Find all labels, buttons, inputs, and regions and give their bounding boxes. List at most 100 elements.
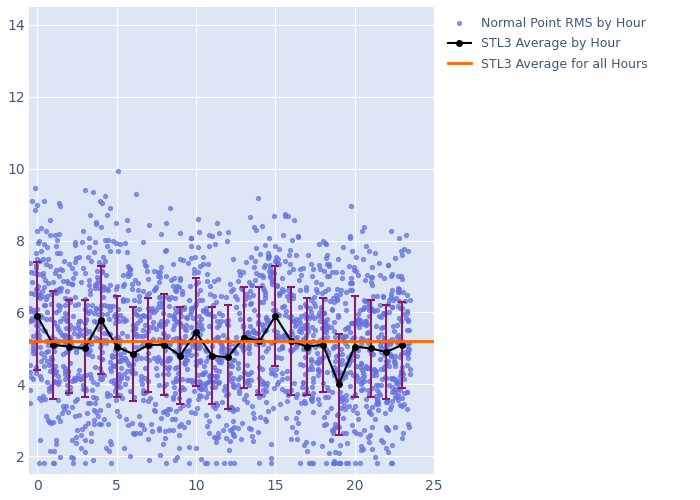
Normal Point RMS by Hour: [401, 342, 412, 350]
Normal Point RMS by Hour: [272, 254, 284, 262]
Normal Point RMS by Hour: [347, 319, 358, 327]
Normal Point RMS by Hour: [358, 377, 369, 385]
Normal Point RMS by Hour: [25, 386, 36, 394]
Normal Point RMS by Hour: [337, 243, 349, 251]
Normal Point RMS by Hour: [38, 301, 50, 309]
Normal Point RMS by Hour: [336, 375, 347, 383]
Normal Point RMS by Hour: [76, 278, 87, 286]
Normal Point RMS by Hour: [338, 332, 349, 340]
Normal Point RMS by Hour: [112, 340, 123, 348]
Normal Point RMS by Hour: [271, 280, 282, 288]
Normal Point RMS by Hour: [30, 366, 41, 374]
Normal Point RMS by Hour: [245, 425, 256, 433]
Normal Point RMS by Hour: [52, 372, 63, 380]
Normal Point RMS by Hour: [371, 306, 382, 314]
Normal Point RMS by Hour: [344, 286, 356, 294]
Normal Point RMS by Hour: [308, 292, 319, 300]
Normal Point RMS by Hour: [171, 318, 182, 326]
Normal Point RMS by Hour: [348, 427, 359, 435]
Normal Point RMS by Hour: [328, 366, 339, 374]
Normal Point RMS by Hour: [258, 284, 269, 292]
Normal Point RMS by Hour: [260, 327, 271, 335]
Normal Point RMS by Hour: [102, 310, 113, 318]
Normal Point RMS by Hour: [298, 440, 309, 448]
Normal Point RMS by Hour: [374, 259, 385, 267]
Normal Point RMS by Hour: [209, 382, 220, 390]
Normal Point RMS by Hour: [298, 397, 309, 405]
Normal Point RMS by Hour: [134, 316, 146, 324]
Normal Point RMS by Hour: [141, 388, 152, 396]
Normal Point RMS by Hour: [334, 290, 345, 298]
Normal Point RMS by Hour: [385, 404, 396, 412]
Normal Point RMS by Hour: [93, 412, 104, 420]
Normal Point RMS by Hour: [340, 406, 351, 413]
Normal Point RMS by Hour: [104, 330, 116, 338]
STL3 Average by Hour: [128, 351, 136, 357]
Normal Point RMS by Hour: [61, 388, 72, 396]
Normal Point RMS by Hour: [258, 386, 269, 394]
Normal Point RMS by Hour: [142, 349, 153, 357]
Normal Point RMS by Hour: [349, 390, 360, 398]
Normal Point RMS by Hour: [31, 255, 42, 263]
Normal Point RMS by Hour: [236, 342, 247, 350]
Normal Point RMS by Hour: [256, 364, 267, 372]
Normal Point RMS by Hour: [202, 352, 214, 360]
Normal Point RMS by Hour: [104, 436, 116, 444]
Normal Point RMS by Hour: [342, 323, 354, 331]
Normal Point RMS by Hour: [113, 375, 124, 383]
Normal Point RMS by Hour: [279, 210, 290, 218]
Normal Point RMS by Hour: [255, 250, 266, 258]
Normal Point RMS by Hour: [235, 272, 246, 280]
Normal Point RMS by Hour: [90, 238, 101, 246]
Normal Point RMS by Hour: [302, 312, 313, 320]
Normal Point RMS by Hour: [251, 340, 262, 348]
Normal Point RMS by Hour: [69, 301, 80, 309]
Normal Point RMS by Hour: [79, 460, 90, 468]
Normal Point RMS by Hour: [276, 286, 287, 294]
Normal Point RMS by Hour: [76, 430, 87, 438]
Normal Point RMS by Hour: [351, 409, 363, 417]
Normal Point RMS by Hour: [37, 269, 48, 277]
Normal Point RMS by Hour: [204, 376, 215, 384]
Normal Point RMS by Hour: [298, 340, 309, 348]
Normal Point RMS by Hour: [90, 280, 101, 287]
Normal Point RMS by Hour: [25, 360, 36, 368]
Normal Point RMS by Hour: [161, 293, 172, 301]
Normal Point RMS by Hour: [226, 346, 237, 354]
Normal Point RMS by Hour: [346, 202, 357, 210]
Normal Point RMS by Hour: [188, 336, 199, 344]
Normal Point RMS by Hour: [359, 276, 370, 284]
Normal Point RMS by Hour: [60, 301, 71, 309]
Normal Point RMS by Hour: [182, 350, 193, 358]
Normal Point RMS by Hour: [183, 338, 195, 346]
Normal Point RMS by Hour: [364, 346, 375, 354]
Normal Point RMS by Hour: [360, 364, 371, 372]
Normal Point RMS by Hour: [276, 342, 288, 350]
Normal Point RMS by Hour: [161, 220, 172, 228]
Normal Point RMS by Hour: [238, 368, 249, 376]
Normal Point RMS by Hour: [77, 264, 88, 272]
Normal Point RMS by Hour: [139, 426, 150, 434]
Normal Point RMS by Hour: [39, 328, 50, 336]
Normal Point RMS by Hour: [298, 390, 309, 398]
Normal Point RMS by Hour: [50, 340, 61, 348]
Normal Point RMS by Hour: [355, 442, 366, 450]
Normal Point RMS by Hour: [367, 404, 378, 411]
Normal Point RMS by Hour: [393, 331, 404, 339]
Normal Point RMS by Hour: [83, 419, 94, 427]
Normal Point RMS by Hour: [186, 342, 197, 350]
Normal Point RMS by Hour: [363, 312, 374, 320]
Normal Point RMS by Hour: [299, 344, 310, 352]
Normal Point RMS by Hour: [60, 316, 71, 324]
Normal Point RMS by Hour: [219, 382, 230, 390]
Normal Point RMS by Hour: [397, 274, 408, 282]
Normal Point RMS by Hour: [346, 421, 358, 429]
Normal Point RMS by Hour: [43, 338, 54, 345]
Normal Point RMS by Hour: [90, 218, 101, 226]
Normal Point RMS by Hour: [119, 444, 130, 452]
Normal Point RMS by Hour: [188, 268, 199, 276]
Normal Point RMS by Hour: [337, 274, 348, 282]
Normal Point RMS by Hour: [41, 228, 52, 235]
Normal Point RMS by Hour: [372, 382, 384, 390]
Normal Point RMS by Hour: [225, 460, 236, 468]
